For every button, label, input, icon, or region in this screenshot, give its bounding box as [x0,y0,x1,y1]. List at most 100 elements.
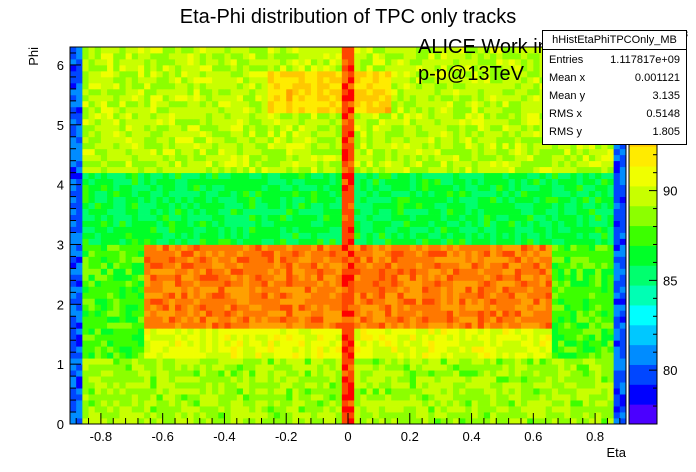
heatmap-cell [440,196,448,203]
heatmap-cell [88,196,96,203]
heatmap-cell [236,418,244,425]
heatmap-cell [459,172,466,180]
heatmap-cell [144,94,151,102]
heatmap-cell [341,376,349,383]
heatmap-cell [137,334,145,341]
heatmap-cell [508,154,516,162]
heatmap-cell [613,406,621,413]
heatmap-cell [366,406,374,413]
heatmap-cell [607,232,615,239]
heatmap-cell [496,304,503,311]
heatmap-cell [329,346,337,353]
heatmap-cell [446,118,454,126]
heatmap-cell [502,268,510,275]
heatmap-cell [576,250,584,257]
heatmap-cell [175,340,182,347]
heatmap-cell [107,352,114,359]
heatmap-cell [354,160,361,168]
heatmap-cell [595,394,602,401]
heatmap-cell [242,106,250,114]
heatmap-cell [366,376,374,383]
heatmap-cell [582,322,590,329]
heatmap-cell [280,346,287,353]
heatmap-cell [193,412,201,419]
heatmap-cell [496,370,503,377]
heatmap-cell [199,388,207,395]
heatmap-cell [471,382,479,389]
heatmap-cell [335,256,343,263]
heatmap-cell [576,184,584,192]
heatmap-cell [119,352,126,359]
heatmap-cell [360,220,367,227]
heatmap-cell [255,364,262,371]
heatmap-cell [261,364,269,371]
heatmap-cell [607,382,615,389]
heatmap-cell [100,160,108,168]
heatmap-cell [613,328,621,335]
heatmap-cell [514,190,522,197]
heatmap-cell [440,202,448,209]
heatmap-cell [354,274,361,281]
heatmap-cell [249,88,256,96]
heatmap-cell [70,304,77,311]
heatmap-cell [100,184,108,192]
heatmap-cell [113,286,120,293]
heatmap-cell [199,220,207,227]
heatmap-cell [607,334,615,341]
heatmap-cell [354,106,361,114]
heatmap-cell [582,172,590,180]
heatmap-cell [422,382,429,389]
heatmap-cell [292,280,299,287]
heatmap-cell [255,292,262,299]
heatmap-cell [125,136,133,144]
heatmap-cell [168,274,176,281]
heatmap-cell [88,412,96,419]
heatmap-cell [230,292,238,299]
heatmap-cell [187,274,194,281]
heatmap-cell [224,274,232,281]
heatmap-cell [558,334,565,341]
heatmap-cell [508,244,516,251]
heatmap-cell [490,370,497,377]
heatmap-cell [199,286,207,293]
heatmap-cell [607,256,615,263]
heatmap-cell [551,334,559,341]
heatmap-cell [137,196,145,203]
heatmap-cell [187,184,194,192]
heatmap-cell [193,268,201,275]
heatmap-cell [162,136,170,144]
heatmap-cell [545,262,553,269]
heatmap-cell [502,280,510,287]
heatmap-cell [292,358,299,365]
heatmap-cell [286,160,293,168]
heatmap-cell [242,88,250,96]
heatmap-cell [107,382,114,389]
heatmap-cell [144,100,151,108]
heatmap-cell [595,244,602,251]
heatmap-cell [94,232,102,239]
heatmap-cell [249,292,256,299]
heatmap-cell [607,412,615,419]
heatmap-cell [354,94,361,102]
heatmap-cell [428,274,435,281]
heatmap-cell [131,250,139,257]
heatmap-cell [465,124,472,132]
heatmap-cell [354,166,361,174]
heatmap-cell [230,178,238,186]
heatmap-cell [601,244,608,251]
heatmap-cell [434,406,442,413]
heatmap-cell [570,292,577,299]
heatmap-cell [378,202,386,209]
heatmap-cell [391,358,398,365]
heatmap-cell [446,262,454,269]
heatmap-cell [465,226,472,233]
heatmap-cell [341,124,349,132]
heatmap-cell [477,388,485,395]
heatmap-cell [76,406,83,413]
heatmap-cell [175,364,182,371]
heatmap-cell [533,364,540,371]
heatmap-cell [187,400,194,407]
heatmap-cell [76,154,83,162]
heatmap-cell [298,370,306,377]
heatmap-cell [391,370,398,377]
